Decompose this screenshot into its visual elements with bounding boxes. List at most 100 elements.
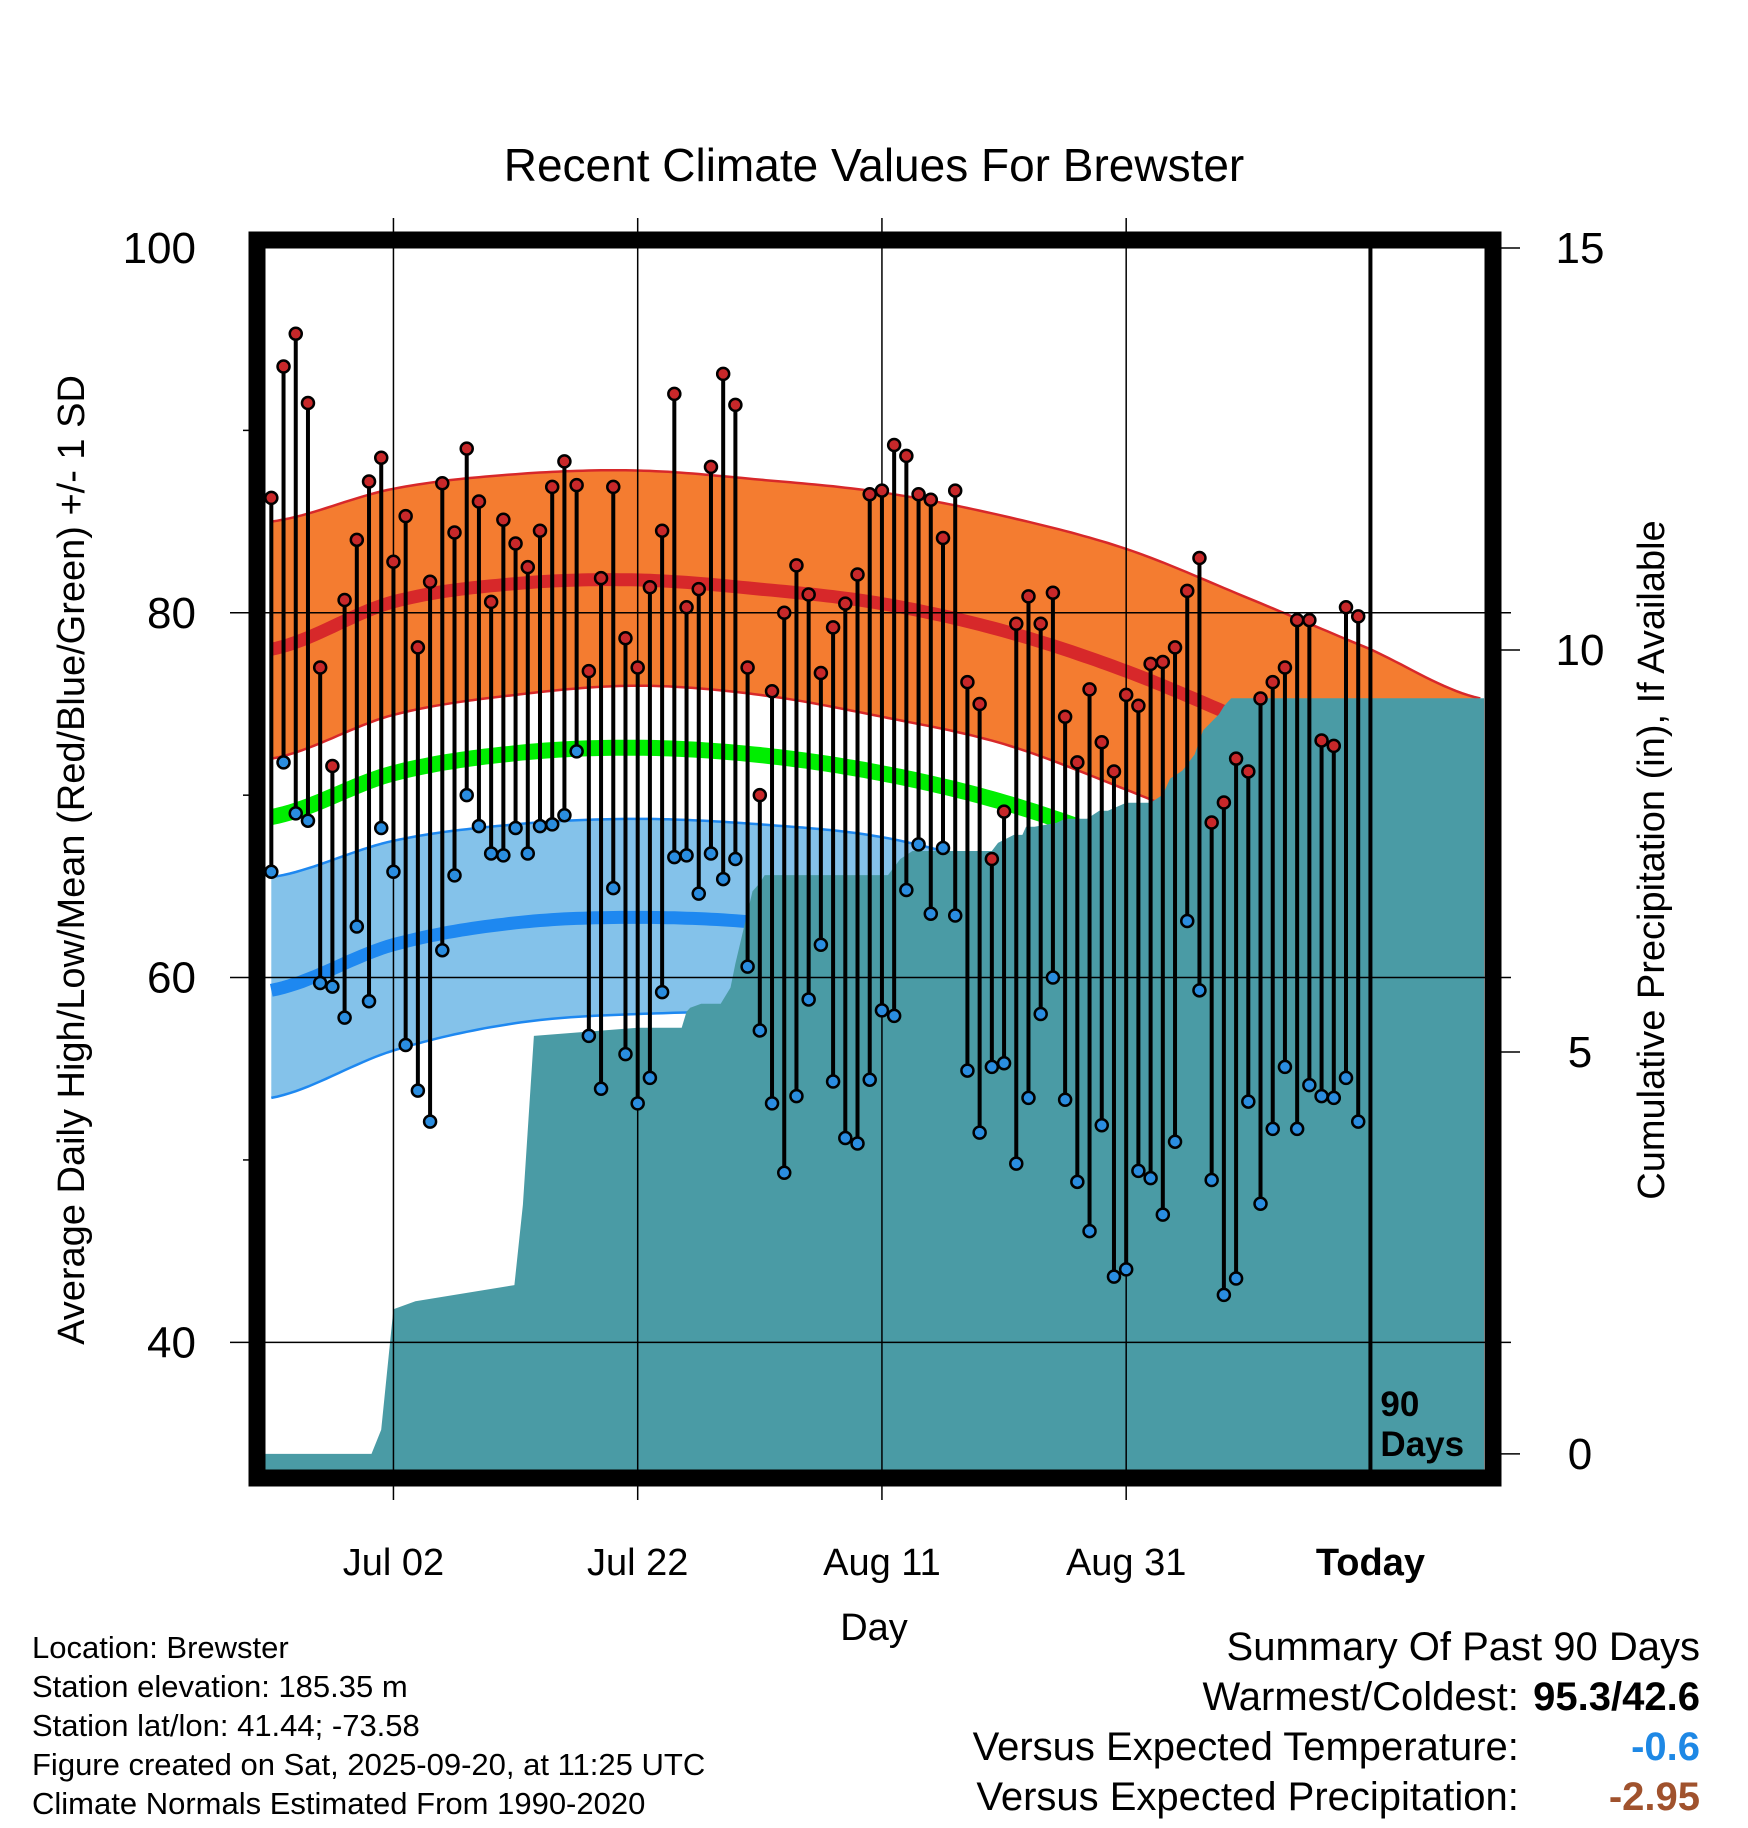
- daily-high-point: [520, 559, 536, 575]
- daily-high-point: [325, 758, 340, 774]
- daily-low-point: [459, 787, 474, 803]
- daily-low-point: [825, 1074, 841, 1089]
- daily-low-point: [312, 975, 328, 991]
- daily-high-point: [1082, 682, 1097, 697]
- daily-high-point: [312, 660, 328, 675]
- daily-low-point: [1070, 1174, 1085, 1190]
- daily-low-point: [862, 1072, 877, 1087]
- daily-low-point: [923, 906, 939, 921]
- daily-low-point: [581, 1028, 597, 1044]
- daily-low-point: [300, 813, 316, 828]
- daily-high-point: [1009, 616, 1024, 631]
- daily-low-point: [654, 984, 670, 1000]
- daily-high-point: [923, 492, 939, 507]
- daily-low-point: [703, 846, 719, 861]
- daily-high-point: [1021, 589, 1036, 604]
- daily-high-point: [483, 594, 499, 610]
- precip-departure-label: Versus Expected Precipitation:: [976, 1775, 1519, 1819]
- daily-low-point: [618, 1046, 633, 1062]
- daily-low-point: [1350, 1114, 1366, 1129]
- daily-high-point: [276, 359, 291, 374]
- daily-high-point: [703, 459, 719, 475]
- daily-high-point: [862, 486, 877, 502]
- daily-low-point: [1241, 1094, 1256, 1109]
- daily-low-point: [386, 864, 401, 880]
- daily-low-point: [813, 937, 829, 952]
- daily-low-point: [1179, 913, 1195, 929]
- daily-low-point: [789, 1088, 804, 1104]
- daily-low-point: [496, 848, 511, 863]
- daily-high-point: [1277, 660, 1293, 675]
- y2-axis-title: Cumulative Precipitation (in), If Availa…: [1631, 520, 1673, 1199]
- right-tick-label: 5: [1568, 1028, 1592, 1077]
- precip-departure-row: Versus Expected Precipitation: -2.95: [973, 1772, 1700, 1822]
- daily-high-point: [1045, 585, 1061, 600]
- daily-low-point: [1167, 1134, 1183, 1149]
- daily-low-point: [1277, 1059, 1293, 1075]
- daily-low-point: [801, 992, 816, 1007]
- daily-high-point: [789, 558, 804, 573]
- summary-heading: Summary Of Past 90 Days: [1226, 1625, 1700, 1669]
- daily-high-point: [728, 397, 743, 413]
- daily-low-point: [337, 1010, 352, 1025]
- chart-title: Recent Climate Values For Brewster: [504, 139, 1245, 191]
- left-tick-label: 60: [147, 954, 196, 1003]
- daily-low-point: [642, 1070, 658, 1086]
- daily-high-point: [825, 620, 841, 635]
- daily-high-point: [422, 574, 438, 590]
- y-axis-title: Average Daily High/Low/Mean (Red/Blue/Gr…: [51, 375, 93, 1345]
- temp-departure-row: Versus Expected Temperature: -0.6: [973, 1722, 1700, 1772]
- plot-border: [248, 231, 1502, 1487]
- daily-low-point: [1131, 1163, 1146, 1179]
- daily-high-point: [874, 483, 890, 498]
- daily-low-point: [838, 1130, 853, 1146]
- daily-low-point: [398, 1037, 413, 1053]
- station-location: Location: Brewster: [32, 1630, 289, 1665]
- daily-high-point: [935, 530, 951, 546]
- daily-low-point: [776, 1165, 792, 1180]
- daily-low-point: [728, 851, 743, 867]
- today-window-label-line: Days: [1380, 1425, 1464, 1464]
- daily-low-point: [1021, 1090, 1036, 1106]
- daily-low-point: [972, 1125, 987, 1140]
- daily-high-point: [813, 665, 829, 681]
- daily-low-point: [850, 1136, 865, 1151]
- daily-high-point: [1094, 735, 1110, 750]
- daily-low-point: [630, 1096, 645, 1111]
- daily-low-point: [1082, 1223, 1097, 1239]
- daily-low-point: [1155, 1207, 1171, 1222]
- daily-low-point: [1094, 1118, 1110, 1133]
- daily-low-point: [1204, 1172, 1219, 1188]
- daily-high-point: [1192, 550, 1207, 566]
- daily-high-point: [899, 448, 914, 464]
- right-tick-label: 15: [1556, 224, 1605, 273]
- daily-low-point: [1143, 1170, 1158, 1186]
- daily-high-point: [471, 494, 487, 509]
- daily-low-point: [667, 849, 682, 865]
- daily-high-point: [1265, 674, 1280, 690]
- daily-low-point: [1228, 1271, 1244, 1286]
- daily-low-point: [288, 806, 304, 821]
- left-tick-label: 80: [147, 589, 196, 638]
- daily-high-point: [544, 479, 560, 495]
- daily-range-sticks: [269, 333, 1361, 1295]
- daily-low-point: [715, 871, 731, 887]
- summary-panel: Summary Of Past 90 Days Warmest/Coldest:…: [973, 1622, 1700, 1822]
- daily-low-point: [960, 1063, 975, 1078]
- daily-high-point: [1106, 764, 1122, 779]
- daily-low-point: [1045, 970, 1061, 985]
- daily-high-point: [642, 579, 658, 595]
- daily-low-point: [447, 868, 462, 883]
- daily-low-point: [264, 864, 279, 880]
- daily-low-point: [740, 959, 755, 974]
- normals-period: Climate Normals Estimated From 1990-2020: [32, 1786, 646, 1821]
- daily-high-point: [1326, 738, 1342, 754]
- warmest-coldest-value: 95.3/42.6: [1533, 1675, 1700, 1719]
- daily-high-point: [715, 366, 731, 382]
- daily-low-point: [1057, 1092, 1073, 1108]
- figure-created: Figure created on Sat, 2025-09-20, at 11…: [32, 1747, 706, 1782]
- x-tick-label: Today: [1316, 1542, 1425, 1584]
- daily-low-point: [1253, 1196, 1268, 1211]
- daily-high-point: [373, 450, 389, 465]
